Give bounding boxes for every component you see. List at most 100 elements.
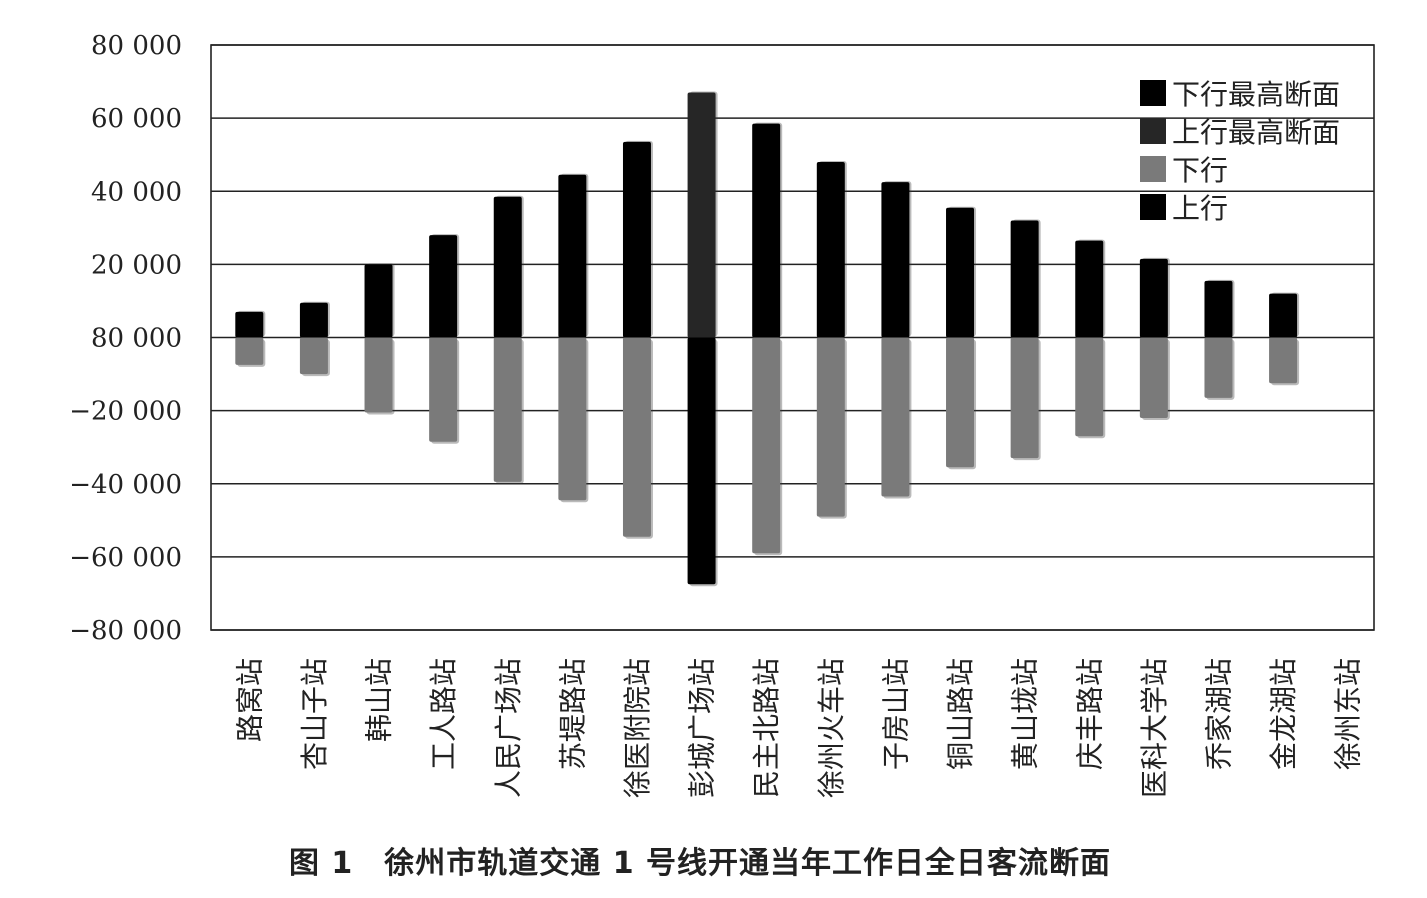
bar-fill [364, 337, 393, 413]
x-tick-label: 徐州火车站 [815, 658, 848, 798]
bar-fill [1204, 337, 1233, 398]
legend-label: 上行 [1172, 192, 1228, 225]
bar-fill [1139, 337, 1168, 418]
bar [1075, 239, 1106, 338]
x-tick-label: 路窝站 [233, 658, 266, 742]
x-tick-label: 徐医附院站 [621, 658, 654, 798]
bar [429, 234, 460, 338]
y-tick-label: −80 000 [69, 616, 182, 646]
bar-fill [558, 337, 587, 501]
bar [299, 337, 330, 377]
bar [1075, 337, 1106, 439]
bar-fill [946, 207, 975, 338]
bar-fill [1204, 280, 1233, 338]
x-tick-label: 人民广场站 [492, 658, 525, 798]
x-tick-label: 彭城广场站 [686, 658, 719, 798]
bar-fill [235, 311, 264, 338]
bar [1010, 219, 1041, 338]
bar-fill [1075, 337, 1104, 437]
bar-fill [622, 141, 651, 338]
bar [622, 140, 653, 338]
bar-fill [946, 337, 975, 468]
bar [429, 337, 460, 444]
x-tick-label: 徐州东站 [1332, 658, 1365, 770]
bar [493, 337, 524, 484]
bar [299, 301, 330, 338]
x-tick-label: 民主北路站 [750, 658, 783, 798]
legend-item: 下行 [1140, 154, 1228, 187]
x-tick-label: 乔家湖站 [1202, 658, 1235, 770]
bar-fill [364, 264, 393, 338]
bar [946, 337, 977, 470]
legend-swatch [1140, 118, 1166, 144]
legend-label: 上行最高断面 [1172, 116, 1340, 149]
bar-fill [493, 196, 522, 338]
y-tick-label: −40 000 [69, 470, 182, 500]
bar-fill [881, 182, 910, 338]
x-tick-label: 医科大学站 [1138, 658, 1171, 798]
bar-fill [1010, 220, 1039, 338]
bar [1269, 292, 1300, 338]
bar-fill [752, 123, 781, 338]
legend-label: 下行 [1172, 154, 1228, 187]
y-tick-label: −20 000 [69, 397, 182, 427]
y-tick-label: −60 000 [69, 543, 182, 573]
bar-fill [752, 337, 781, 554]
legend-label: 下行最高断面 [1172, 78, 1340, 111]
bar-fill [1075, 240, 1104, 338]
y-tick-label: 80 000 [91, 31, 182, 61]
bar-fill [816, 162, 845, 338]
legend-item: 上行 [1140, 192, 1228, 225]
x-tick-label: 庆丰路站 [1073, 658, 1106, 770]
bar [881, 337, 912, 499]
x-tick-label: 韩山站 [363, 658, 396, 742]
bar [235, 310, 266, 338]
bar [1139, 337, 1170, 420]
bar [558, 173, 589, 338]
bar [881, 181, 912, 338]
x-tick-label: 铜山路站 [944, 658, 977, 770]
bar-fill [235, 337, 264, 365]
bar-fill [622, 337, 651, 537]
bar [752, 337, 783, 556]
bar [1204, 279, 1235, 338]
legend-item: 上行最高断面 [1140, 116, 1340, 149]
legend-item: 下行最高断面 [1140, 78, 1340, 111]
bar [235, 337, 266, 367]
bar-fill [299, 302, 328, 338]
bar-fill [493, 337, 522, 482]
y-tick-label: 60 000 [91, 104, 182, 134]
bar [816, 161, 847, 338]
y-tick-label: 20 000 [91, 250, 182, 280]
figure-caption: 图 1 徐州市轨道交通 1 号线开通当年工作日全日客流断面 [288, 846, 1112, 881]
bar [364, 263, 395, 338]
bar-fill [687, 92, 716, 338]
x-tick-label: 子房山站 [879, 658, 912, 770]
x-tick-label: 工人路站 [427, 658, 460, 770]
y-tick-label: 40 000 [91, 177, 182, 207]
bar-fill [881, 337, 910, 497]
bar-fill [687, 337, 716, 585]
bar-fill [429, 235, 458, 338]
bar [622, 337, 653, 539]
bar-fill [429, 337, 458, 442]
bar [816, 337, 847, 519]
bar-fill [1010, 337, 1039, 459]
bar [1269, 337, 1300, 386]
bar [687, 337, 718, 587]
bar [946, 206, 977, 338]
legend-swatch [1140, 156, 1166, 182]
bar [558, 337, 589, 503]
x-tick-label: 苏堤路站 [556, 658, 589, 770]
legend-swatch [1140, 194, 1166, 220]
bar [1139, 257, 1170, 338]
bar-fill [1269, 337, 1298, 384]
bar [1010, 337, 1041, 461]
bar-fill [816, 337, 845, 517]
bar [1204, 337, 1235, 400]
bar-fill [1269, 293, 1298, 338]
bar [493, 195, 524, 338]
bar [687, 91, 718, 338]
bar-fill [299, 337, 328, 375]
chart: 80 000 60 000 40 000 20 000 80 000 −20 000 −40… [69, 31, 1375, 798]
